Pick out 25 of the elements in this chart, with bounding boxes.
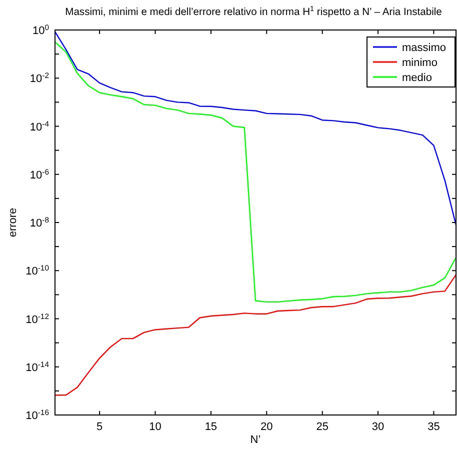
x-tick-label: 15	[204, 421, 218, 433]
y-axis-title: errore	[7, 208, 19, 238]
x-tick-label: 10	[149, 421, 162, 433]
y-tick-label: 10$^{-6}$	[30, 166, 49, 182]
y-tick-label: 10$^{-14}$	[26, 359, 50, 374]
y-tick-label: 10$^{-16}$	[26, 408, 49, 422]
line-series	[55, 41, 456, 303]
y-tick-label: 10$^{-8}$	[30, 215, 49, 230]
x-tick-label: 5	[96, 421, 103, 433]
line-series	[55, 31, 456, 226]
x-tick-label: 35	[428, 421, 440, 433]
x-tick-label: 20	[260, 421, 273, 433]
x-tick-label: 25	[316, 421, 328, 433]
legend-label: medio	[402, 72, 432, 84]
x-axis-title: N’	[250, 434, 261, 446]
y-tick-label: 10$^{-12}$	[26, 311, 49, 326]
y-tick-label: 10$^{0}$	[32, 22, 49, 37]
x-tick-label: 30	[372, 421, 384, 433]
legend-label: minimo	[402, 57, 438, 69]
y-tick-label: 10$^{-10}$	[26, 263, 49, 278]
chart-title: Massimi, minimi e medi dell’errore relativo in norma H$^{1}$ rispetto a N’ – Aria Instabile	[65, 4, 442, 18]
y-tick-label: 10$^{-4}$	[30, 118, 50, 134]
y-tick-label: 10$^{-2}$	[30, 70, 49, 86]
line-series	[55, 274, 456, 396]
legend-label: massimo	[402, 42, 446, 54]
